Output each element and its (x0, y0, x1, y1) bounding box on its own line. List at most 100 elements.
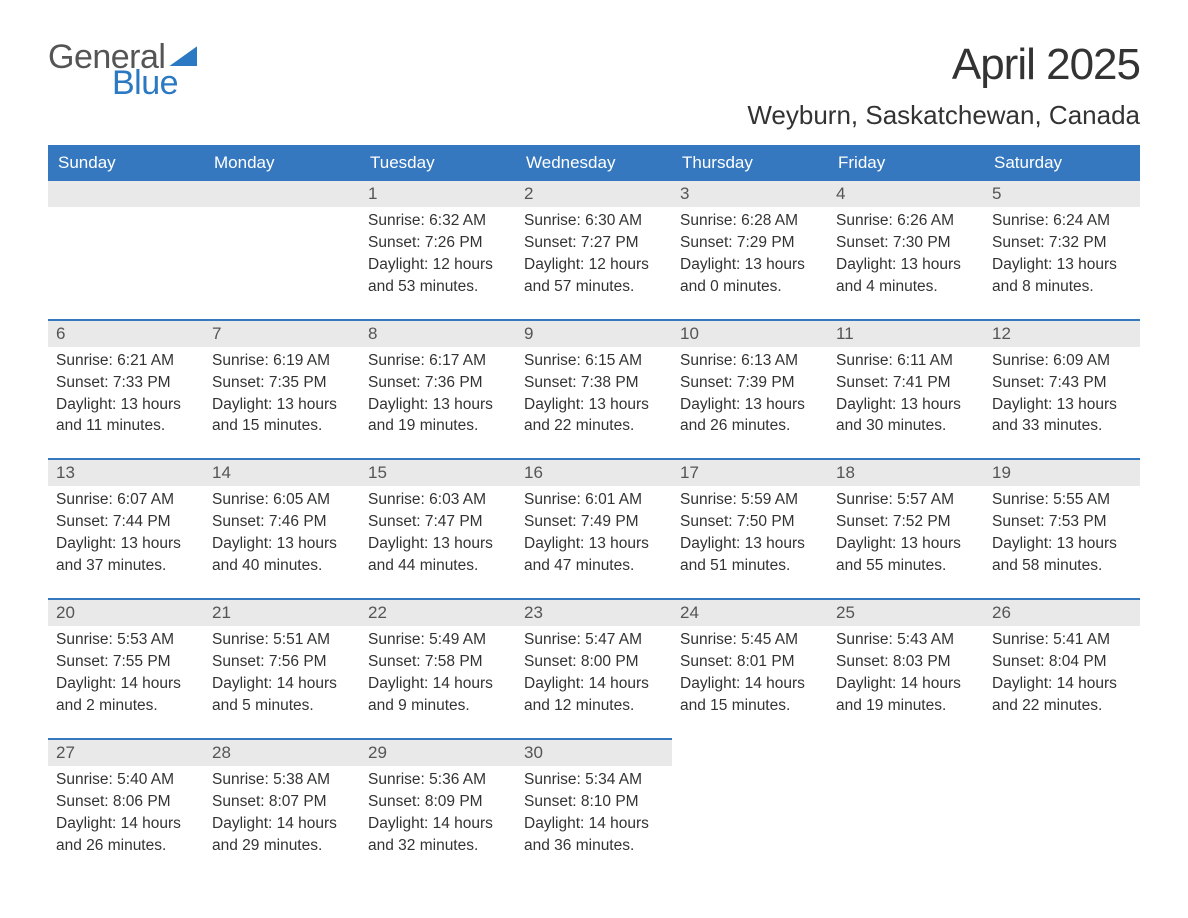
calendar-cell (204, 181, 360, 320)
weekday-header: Tuesday (360, 145, 516, 181)
day-data: Sunrise: 6:07 AMSunset: 7:44 PMDaylight:… (56, 490, 196, 577)
day-data: Sunrise: 5:38 AMSunset: 8:07 PMDaylight:… (212, 770, 352, 857)
sunrise-text: Sunrise: 6:24 AM (992, 211, 1132, 232)
sunrise-text: Sunrise: 5:41 AM (992, 630, 1132, 651)
sunset-text: Sunset: 8:04 PM (992, 652, 1132, 673)
brand-logo: General Blue (48, 40, 197, 100)
day-data: Sunrise: 6:28 AMSunset: 7:29 PMDaylight:… (680, 211, 820, 298)
daylight-line-1: Daylight: 14 hours (992, 674, 1132, 695)
calendar-cell: 20Sunrise: 5:53 AMSunset: 7:55 PMDayligh… (48, 599, 204, 739)
sunrise-text: Sunrise: 6:03 AM (368, 490, 508, 511)
day-data: Sunrise: 6:15 AMSunset: 7:38 PMDaylight:… (524, 351, 664, 438)
weekday-header: Saturday (984, 145, 1140, 181)
day-number: 25 (828, 600, 984, 626)
daylight-line-2: and 47 minutes. (524, 556, 664, 577)
sunset-text: Sunset: 7:39 PM (680, 373, 820, 394)
sunrise-text: Sunrise: 6:26 AM (836, 211, 976, 232)
sunrise-text: Sunrise: 5:57 AM (836, 490, 976, 511)
calendar-week: 1 Sunrise: 6:32 AMSunset: 7:26 PM Daylight… (48, 181, 1140, 320)
sunset-text: Sunset: 7:55 PM (56, 652, 196, 673)
day-number: 10 (672, 321, 828, 347)
day-number: 4 (828, 181, 984, 207)
daylight-line-1: Daylight: 13 hours (368, 395, 508, 416)
daylight-line-1: Daylight: 13 hours (56, 395, 196, 416)
daylight-line-1: Daylight: 13 hours (212, 395, 352, 416)
sunset-text: Sunset: 7:52 PM (836, 512, 976, 533)
header: General Blue April 2025 Weyburn, Saskatc… (48, 40, 1140, 131)
daylight-line-1: Daylight: 13 hours (524, 534, 664, 555)
sunset-text: Sunset: 7:43 PM (992, 373, 1132, 394)
sunset-text: Sunset: 7:33 PM (56, 373, 196, 394)
daylight-line-1: Daylight: 13 hours (992, 255, 1132, 276)
sunset-text: Sunset: 7:46 PM (212, 512, 352, 533)
day-number: 19 (984, 460, 1140, 486)
daylight-line-1: Daylight: 13 hours (212, 534, 352, 555)
day-number: 23 (516, 600, 672, 626)
day-data: Sunrise: 6:26 AMSunset: 7:30 PMDaylight:… (836, 211, 976, 298)
day-number: 12 (984, 321, 1140, 347)
day-number: 15 (360, 460, 516, 486)
weekday-header: Friday (828, 145, 984, 181)
calendar-cell: 23Sunrise: 5:47 AMSunset: 8:00 PMDayligh… (516, 599, 672, 739)
daylight-line-2: and 5 minutes. (212, 696, 352, 717)
day-number: 26 (984, 600, 1140, 626)
day-number: 20 (48, 600, 204, 626)
calendar-cell: 12 Sunrise: 6:09 AMSunset: 7:43 PMDayligh… (984, 320, 1140, 460)
daylight-line-1: Daylight: 13 hours (992, 395, 1132, 416)
sunrise-text: Sunrise: 5:40 AM (56, 770, 196, 791)
location-subtitle: Weyburn, Saskatchewan, Canada (747, 100, 1140, 131)
sunset-text: Sunset: 7:26 PM (368, 233, 508, 254)
day-data: Sunrise: 5:45 AMSunset: 8:01 PMDaylight:… (680, 630, 820, 717)
sunset-text: Sunset: 8:07 PM (212, 792, 352, 813)
daylight-line-2: and 53 minutes. (368, 277, 508, 298)
daylight-line-2: and 22 minutes. (524, 416, 664, 437)
daylight-line-2: and 15 minutes. (680, 696, 820, 717)
calendar-cell: 10Sunrise: 6:13 AMSunset: 7:39 PMDayligh… (672, 320, 828, 460)
day-number: 17 (672, 460, 828, 486)
sunset-text: Sunset: 7:29 PM (680, 233, 820, 254)
sunrise-text: Sunrise: 5:59 AM (680, 490, 820, 511)
calendar-cell: 29Sunrise: 5:36 AMSunset: 8:09 PMDayligh… (360, 739, 516, 878)
sunrise-text: Sunrise: 6:15 AM (524, 351, 664, 372)
calendar-table: SundayMondayTuesdayWednesdayThursdayFrid… (48, 145, 1140, 877)
sunrise-text: Sunrise: 6:32 AM (368, 211, 508, 232)
brand-word-2: Blue (112, 66, 197, 100)
sunset-text: Sunset: 7:41 PM (836, 373, 976, 394)
calendar-cell: 1Sunrise: 6:32 AMSunset: 7:26 PMDaylight… (360, 181, 516, 320)
sunset-text: Sunset: 7:35 PM (212, 373, 352, 394)
calendar-cell: 6Sunrise: 6:21 AMSunset: 7:33 PMDaylight… (48, 320, 204, 460)
daylight-line-2: and 44 minutes. (368, 556, 508, 577)
day-number: 1 (360, 181, 516, 207)
daylight-line-2: and 12 minutes. (524, 696, 664, 717)
daylight-line-1: Daylight: 14 hours (680, 674, 820, 695)
day-data: Sunrise: 6:24 AMSunset: 7:32 PMDaylight:… (992, 211, 1132, 298)
calendar-week: 6Sunrise: 6:21 AMSunset: 7:33 PMDaylight… (48, 320, 1140, 460)
day-number-empty (204, 181, 360, 207)
calendar-cell: 26 Sunrise: 5:41 AMSunset: 8:04 PMDayligh… (984, 599, 1140, 739)
calendar-cell: 2Sunrise: 6:30 AMSunset: 7:27 PMDaylight… (516, 181, 672, 320)
sunset-text: Sunset: 8:06 PM (56, 792, 196, 813)
sunrise-text: Sunrise: 6:05 AM (212, 490, 352, 511)
weekday-header: Sunday (48, 145, 204, 181)
sunrise-text: Sunrise: 5:55 AM (992, 490, 1132, 511)
daylight-line-2: and 9 minutes. (368, 696, 508, 717)
calendar-week: 20Sunrise: 5:53 AMSunset: 7:55 PMDayligh… (48, 599, 1140, 739)
sunrise-text: Sunrise: 6:19 AM (212, 351, 352, 372)
daylight-line-2: and 26 minutes. (56, 836, 196, 857)
daylight-line-1: Daylight: 13 hours (680, 255, 820, 276)
day-data: Sunrise: 5:55 AMSunset: 7:53 PMDaylight:… (992, 490, 1132, 577)
weekday-header: Monday (204, 145, 360, 181)
daylight-line-1: Daylight: 14 hours (212, 814, 352, 835)
day-data: Sunrise: 6:09 AMSunset: 7:43 PMDaylight:… (992, 351, 1132, 438)
day-number: 27 (48, 740, 204, 766)
day-data: Sunrise: 6:19 AMSunset: 7:35 PMDaylight:… (212, 351, 352, 438)
day-data: Sunrise: 6:03 AMSunset: 7:47 PMDaylight:… (368, 490, 508, 577)
day-data: Sunrise: 6:17 AMSunset: 7:36 PMDaylight:… (368, 351, 508, 438)
day-number: 6 (48, 321, 204, 347)
sunset-text: Sunset: 7:49 PM (524, 512, 664, 533)
sunrise-text: Sunrise: 5:47 AM (524, 630, 664, 651)
day-number: 8 (360, 321, 516, 347)
daylight-line-1: Daylight: 14 hours (368, 814, 508, 835)
daylight-line-1: Daylight: 13 hours (680, 395, 820, 416)
sunrise-text: Sunrise: 6:17 AM (368, 351, 508, 372)
